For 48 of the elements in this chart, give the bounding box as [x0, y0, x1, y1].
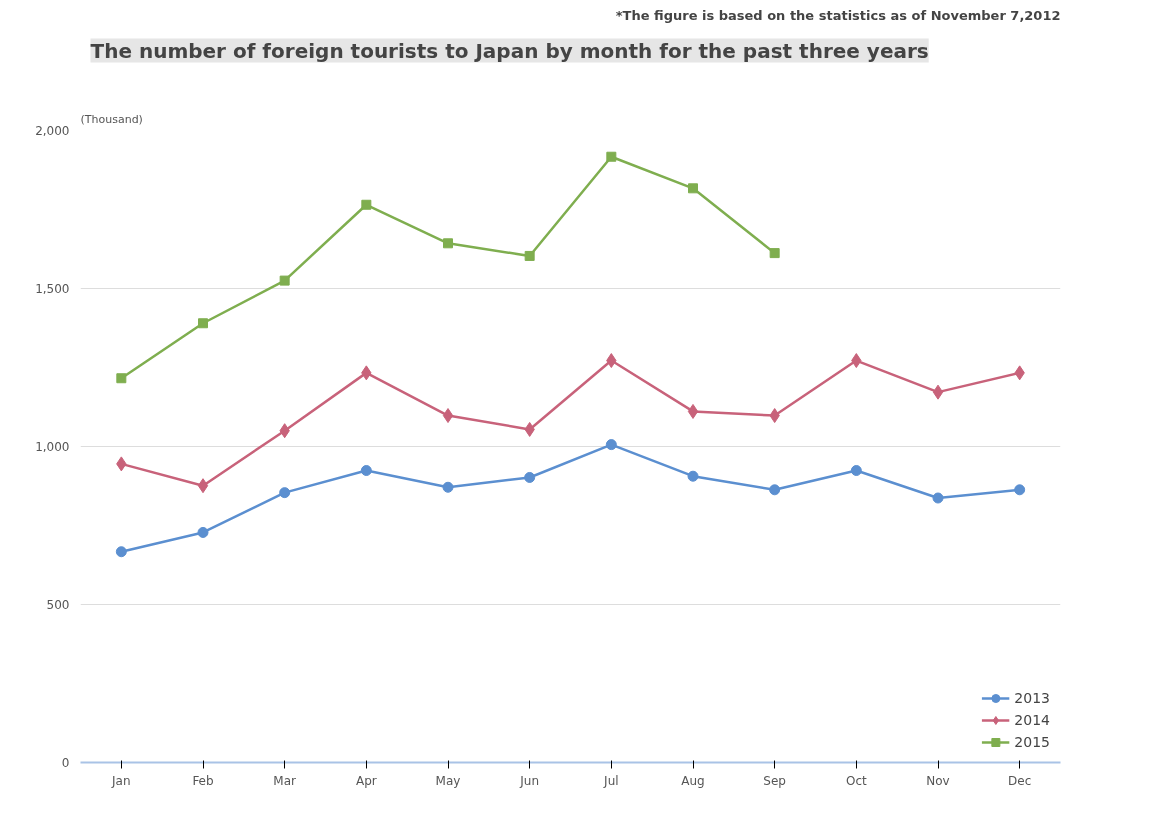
point: [769, 248, 780, 259]
point: [524, 250, 535, 261]
x-tick-label: Jun: [519, 773, 540, 788]
point: [115, 546, 127, 558]
legend-label: 2015: [1014, 734, 1050, 750]
point: [442, 408, 454, 424]
point: [605, 439, 617, 451]
legend-label: 2013: [1014, 690, 1050, 706]
x-tick-label: May: [435, 773, 461, 788]
y-tick-label: 1,000: [35, 440, 70, 454]
point: [932, 384, 944, 400]
y-tick-label: 2,000: [35, 124, 70, 138]
x-tick-label: Dec: [1008, 773, 1032, 788]
y-tick-label: 500: [46, 598, 70, 612]
point: [688, 183, 698, 194]
text: *The figure is based on the statistics as of November 7,2012: [615, 7, 1061, 23]
y-tick-label: 1,500: [35, 282, 70, 296]
point: [443, 238, 453, 249]
y-axis-title: (Thousand): [80, 112, 143, 126]
x-tick-label: Aug: [681, 773, 705, 788]
x-tick-label: Jan: [111, 773, 131, 788]
point: [1014, 484, 1026, 496]
point: [606, 151, 617, 162]
point: [116, 373, 127, 384]
x-tick-label: Nov: [926, 773, 950, 788]
x-tick-label: Feb: [192, 773, 214, 788]
point: [197, 526, 209, 538]
x-tick-label: Mar: [273, 773, 297, 788]
y-tick-label: 0: [61, 756, 70, 770]
chart-title: The number of foreign tourists to Japan by month for the past three years: [90, 38, 929, 63]
x-tick-label: Oct: [845, 773, 867, 788]
point: [279, 487, 291, 499]
point: [932, 492, 944, 504]
point: [687, 403, 699, 419]
point: [279, 275, 290, 286]
point: [850, 465, 862, 477]
x-tick-label: Sep: [763, 773, 786, 788]
x-tick-label: Jul: [603, 773, 619, 788]
x-tick-label: Apr: [355, 773, 377, 788]
point: [360, 465, 372, 477]
point: [198, 318, 208, 329]
point: [197, 478, 209, 494]
point: [442, 481, 454, 493]
legend-label: 2014: [1014, 712, 1050, 728]
point: [687, 470, 699, 482]
point: [769, 484, 781, 496]
point: [361, 199, 372, 210]
point: [524, 471, 536, 483]
